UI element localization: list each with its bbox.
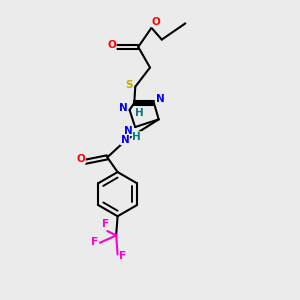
Text: O: O xyxy=(107,40,116,50)
Text: O: O xyxy=(152,17,160,27)
Text: N: N xyxy=(121,135,129,145)
Text: H: H xyxy=(136,108,144,118)
Text: O: O xyxy=(76,154,85,164)
Text: S: S xyxy=(126,80,133,90)
Text: F: F xyxy=(102,220,110,230)
Text: N: N xyxy=(119,103,128,113)
Text: N: N xyxy=(124,126,133,136)
Text: H: H xyxy=(132,132,141,142)
Text: N: N xyxy=(156,94,165,104)
Text: F: F xyxy=(119,251,127,261)
Text: F: F xyxy=(91,237,98,247)
